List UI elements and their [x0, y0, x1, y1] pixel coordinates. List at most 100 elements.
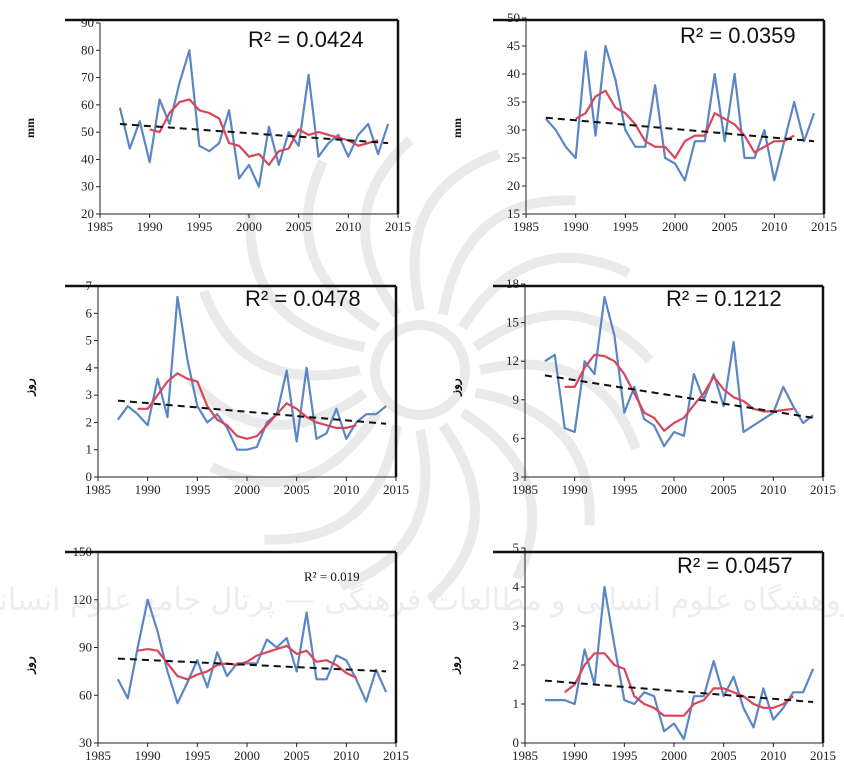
x-tick-label: 1995: [184, 748, 210, 763]
watermark-ray: [426, 422, 480, 604]
watermark-ray: [459, 408, 538, 581]
chart-panel-1: 20 30 40 50 60 70 80 90 1985 1990 1995 2000 2005 2010…: [23, 15, 411, 234]
y-tick-label: 60: [79, 687, 92, 702]
y-tick-label: 3: [513, 469, 520, 484]
watermark-ray: [360, 136, 414, 318]
x-tick-label: 1995: [611, 482, 637, 497]
y-tick-label: 15: [507, 206, 520, 221]
r-squared-label: R² = 0.0457: [677, 553, 793, 578]
x-tick-label: 2010: [760, 482, 786, 497]
x-tick-label: 2005: [711, 748, 737, 763]
x-tick-label: 1995: [186, 219, 212, 234]
x-tick-label: 2010: [761, 219, 787, 234]
y-tick-label: 50: [507, 10, 520, 25]
x-tick-label: 2015: [383, 482, 409, 497]
y-axis-label: روز: [22, 378, 37, 397]
y-tick-label: 0: [513, 735, 520, 750]
y-tick-label: 4: [86, 360, 93, 375]
y-tick-label: 90: [81, 15, 94, 30]
y-tick-label: 30: [507, 122, 520, 137]
chart-panel-6: 0 1 2 3 4 5 1985 1990 1995 2000 2005 2010 2015 R² = 0…: [447, 540, 836, 763]
x-tick-label: 2010: [335, 219, 361, 234]
watermark-core: [370, 320, 470, 420]
x-tick-label: 1990: [562, 482, 588, 497]
watermark-ray: [339, 428, 431, 591]
x-tick-label: 2015: [810, 482, 836, 497]
y-tick-label: 15: [506, 315, 519, 330]
x-tick-label: 1985: [513, 219, 539, 234]
r-squared-label: R² = 0.0424: [248, 27, 364, 52]
y-tick-label: 30: [81, 179, 94, 194]
x-tick-label: 1985: [85, 482, 111, 497]
y-axis-label: روز: [447, 656, 462, 675]
y-tick-label: 25: [507, 150, 520, 165]
y-tick-label: 6: [513, 430, 520, 445]
y-tick-label: 1: [513, 696, 520, 711]
chart-panel-3: 012345671985199019952000200520102015R² =…: [22, 278, 409, 497]
x-tick-label: 2005: [284, 482, 310, 497]
watermark-ray: [438, 195, 576, 316]
y-tick-label: 5: [86, 333, 93, 348]
x-tick-label: 2015: [385, 219, 411, 234]
y-tick-label: 18: [506, 276, 519, 291]
y-tick-label: 1: [86, 442, 93, 457]
x-tick-label: 1985: [87, 219, 113, 234]
observed-series-line: [544, 295, 814, 448]
x-tick-label: 2010: [333, 482, 359, 497]
x-tick-label: 2015: [811, 219, 837, 234]
trend-line: [119, 123, 389, 145]
moving-average-line: [564, 353, 794, 432]
moving-average-line: [137, 644, 357, 681]
y-tick-label: 2: [86, 414, 93, 429]
watermark-ray: [264, 424, 402, 545]
x-tick-label: 2005: [284, 748, 310, 763]
y-tick-label: 4: [513, 579, 520, 594]
y-tick-label: 40: [507, 66, 520, 81]
x-tick-label: 2005: [286, 219, 312, 234]
chart-panel-2: 15 20 25 30 35 40 45 50 1985 1990 1995 2000 2005 2010…: [450, 10, 837, 234]
observed-series-line: [544, 585, 815, 741]
trend-line: [545, 116, 815, 143]
x-tick-label: 2000: [662, 219, 688, 234]
r-squared-label: R² = 0.019: [304, 569, 360, 584]
y-tick-label: 3: [86, 387, 93, 402]
observed-series-line: [117, 295, 387, 451]
r-squared-label: R² = 0.0478: [245, 286, 361, 311]
y-axis-label: mm: [450, 118, 464, 138]
watermark-text: پژوهشگاه علوم انسانی و مطالعات فرهنگی — …: [0, 583, 844, 618]
x-tick-label: 2000: [661, 482, 687, 497]
moving-average-line: [149, 98, 379, 166]
x-tick-label: 1995: [611, 748, 637, 763]
y-tick-label: 5: [513, 540, 520, 555]
y-tick-label: 3: [513, 618, 520, 633]
moving-average-line: [137, 372, 357, 440]
r-squared-label: R² = 0.1212: [666, 286, 782, 311]
y-tick-label: 50: [81, 124, 94, 139]
x-tick-label: 1995: [184, 482, 210, 497]
x-tick-label: 2000: [236, 219, 262, 234]
y-tick-label: 70: [81, 70, 94, 85]
observed-series-line: [116, 598, 388, 705]
y-tick-label: 2: [513, 657, 520, 672]
chart-panel-4: 3 6 9 12 15 18 1985 1990 1995 2000 2005 2010 2015 R² …: [448, 276, 836, 497]
y-tick-label: 120: [73, 592, 93, 607]
observed-series-line: [545, 44, 816, 182]
y-tick-label: 6: [86, 305, 93, 320]
x-tick-label: 1985: [512, 482, 538, 497]
trend-line: [117, 399, 387, 425]
moving-average-line: [564, 652, 794, 717]
y-tick-label: 80: [81, 42, 94, 57]
watermark-ray: [478, 359, 641, 451]
x-tick-label: 2015: [810, 748, 836, 763]
x-tick-label: 1990: [563, 219, 589, 234]
r-squared-label: R² = 0.0359: [680, 23, 796, 48]
y-tick-label: 35: [507, 94, 520, 109]
y-tick-label: 20: [81, 206, 94, 221]
x-tick-label: 2000: [234, 482, 260, 497]
watermark-ray: [186, 376, 368, 430]
watermark-ray: [245, 214, 366, 352]
x-tick-label: 1985: [85, 748, 111, 763]
watermark-ray: [302, 159, 381, 332]
trend-line: [117, 657, 387, 673]
x-tick-label: 2005: [711, 482, 737, 497]
